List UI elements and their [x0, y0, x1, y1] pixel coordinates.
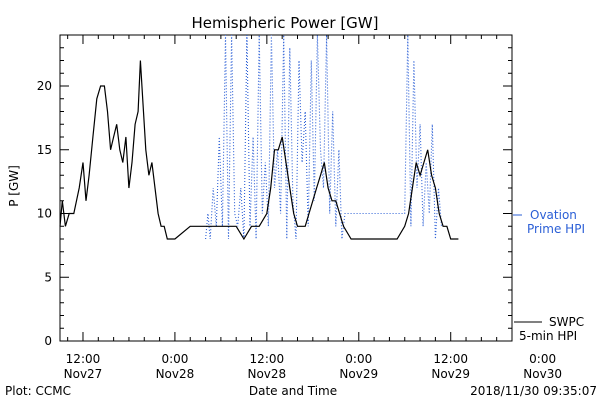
x-tick-label-date: Nov27	[64, 367, 103, 381]
y-ticks: 0 5 10 15 20	[37, 34, 512, 348]
x-ticks: 12:00Nov270:00Nov2812:00Nov280:00Nov2912…	[64, 35, 562, 381]
series-group	[59, 34, 459, 241]
y-tick-label: 10	[37, 207, 52, 221]
y-tick-label: 0	[44, 334, 52, 348]
chart-title: Hemispheric Power [GW]	[192, 14, 379, 32]
x-tick-label-date: Nov29	[339, 367, 378, 381]
x-axis-label: Date and Time	[249, 384, 337, 398]
legend-ovation-label-2: Prime HPI	[527, 222, 585, 236]
legend-swpc-label-1: SWPC	[549, 315, 584, 329]
x-tick-label-date: Nov30	[523, 367, 562, 381]
series-ovation-line	[205, 34, 443, 240]
x-tick-label-time: 12:00	[250, 352, 285, 366]
legend-swpc-label-2: 5-min HPI	[519, 329, 577, 343]
x-tick-label-date: Nov28	[156, 367, 195, 381]
legend-ovation-label-1: Ovation	[530, 208, 577, 222]
legend-ovation: Ovation Prime HPI	[513, 208, 585, 236]
y-tick-label: 15	[37, 143, 52, 157]
y-tick-label: 20	[37, 79, 52, 93]
plot-credit: Plot: CCMC	[5, 384, 71, 398]
plot-timestamp: 2018/11/30 09:35:07	[470, 384, 597, 398]
x-tick-label-date: Nov29	[431, 367, 470, 381]
legend-swpc: SWPC 5-min HPI	[514, 315, 584, 343]
x-tick-label-time: 0:00	[529, 352, 556, 366]
y-axis-label: P [GW]	[7, 165, 21, 207]
x-tick-label-time: 12:00	[66, 352, 101, 366]
x-tick-label-time: 0:00	[345, 352, 372, 366]
x-tick-label-time: 12:00	[433, 352, 468, 366]
plot-frame	[59, 34, 513, 342]
x-tick-label-date: Nov28	[247, 367, 286, 381]
series-swpc-line	[59, 60, 459, 241]
x-tick-label-time: 0:00	[161, 352, 188, 366]
y-tick-label: 5	[44, 270, 52, 284]
